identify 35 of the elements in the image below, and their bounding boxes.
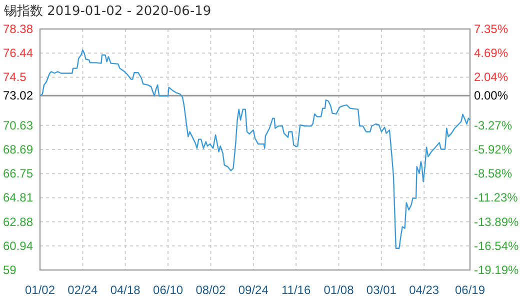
x-tick-label: 08/02 [196, 283, 226, 297]
y-tick-label: 64.81 [3, 190, 34, 205]
y2-tick-label: -5.92% [474, 142, 512, 156]
y-tick-label: 62.88 [3, 214, 34, 229]
y2-tick-label: 4.69% [474, 46, 508, 60]
y-tick-label: 59 [3, 263, 17, 277]
x-tick-label: 01/08 [324, 283, 354, 297]
y2-tick-label: 0.00% [474, 88, 508, 103]
y2-tick-label: 2.04% [474, 70, 508, 84]
y2-tick-label: -3.27% [474, 118, 512, 132]
x-tick-label: 09/24 [238, 283, 269, 297]
x-tick-label: 11/16 [281, 283, 311, 297]
x-tick-label: 06/19 [454, 283, 486, 297]
y-tick-label: 78.38 [3, 22, 34, 36]
y2-tick-label: -19.19% [474, 263, 520, 277]
y-tick-label: 74.5 [3, 70, 27, 84]
y2-tick-label: 7.35% [474, 22, 508, 36]
x-tick-label: 04/23 [409, 283, 440, 297]
x-tick-label: 03/01 [366, 283, 397, 297]
y-tick-label: 70.63 [3, 118, 34, 132]
y-tick-label: 60.94 [3, 238, 34, 253]
y-tick-label: 68.69 [3, 142, 34, 156]
line-series [39, 49, 471, 249]
y2-tick-label: -13.89% [474, 214, 520, 229]
x-tick-label: 04/18 [110, 283, 141, 297]
y-tick-label: 73.02 [3, 88, 34, 103]
y2-tick-label: -8.58% [474, 166, 512, 181]
y-tick-label: 66.75 [3, 166, 34, 181]
y-tick-label: 76.44 [3, 46, 34, 60]
x-tick-label: 02/24 [68, 283, 98, 297]
y2-tick-label: -16.54% [474, 238, 520, 253]
x-tick-label: 01/02 [24, 283, 56, 297]
y2-tick-label: -11.23% [474, 190, 518, 205]
chart-title: 锡指数 2019-01-02 - 2020-06-19 [3, 4, 212, 19]
x-tick-label: 06/10 [153, 283, 184, 297]
